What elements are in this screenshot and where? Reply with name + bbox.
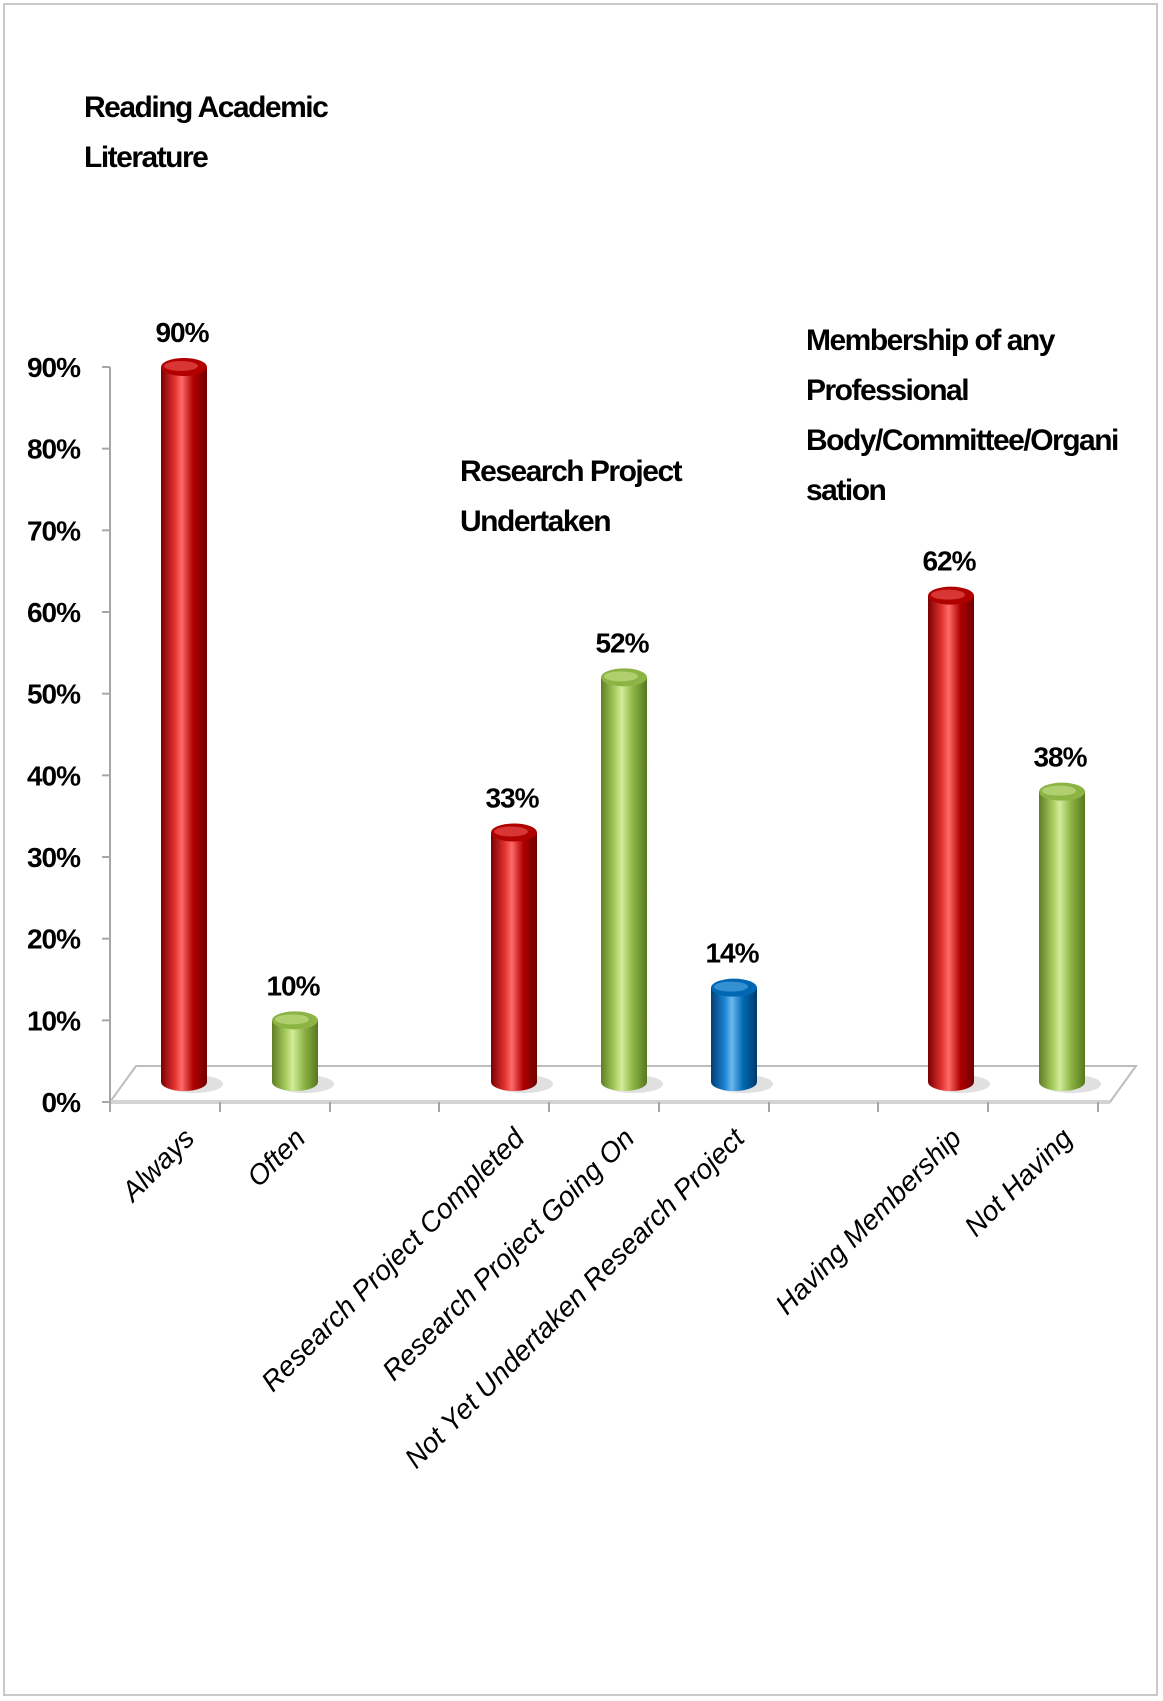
bar-cap-highlight [714, 981, 748, 992]
y-tick-label: 10% [27, 1005, 81, 1036]
bar [491, 823, 553, 1093]
bar-cap-highlight [164, 361, 198, 371]
bar-cap-highlight [275, 1014, 309, 1025]
y-tick-label: 90% [27, 352, 81, 383]
floor-edge [110, 1100, 1110, 1104]
y-tick-label: 30% [27, 842, 81, 873]
group-title: Reading Academic Literature [84, 91, 328, 174]
bar-group [161, 358, 1101, 1093]
bar-body [711, 987, 757, 1082]
y-tick-label: 60% [27, 597, 81, 628]
category-label: Often [241, 1122, 311, 1192]
y-tick-label: 0% [42, 1087, 82, 1118]
bar-body [272, 1020, 318, 1082]
bar-base [928, 1073, 974, 1091]
data-label: 52% [595, 627, 649, 658]
group-title: Research Project Undertaken [460, 455, 683, 538]
bar-body [1039, 791, 1085, 1082]
bar-cap-highlight [1042, 785, 1076, 796]
bar-body [491, 832, 537, 1082]
bar [1039, 782, 1101, 1093]
bar-body [601, 677, 647, 1082]
bar-base [1039, 1073, 1085, 1091]
bar-cap-highlight [931, 589, 965, 600]
bar [928, 586, 990, 1093]
y-tick-label: 50% [27, 679, 81, 710]
bar-base [711, 1073, 757, 1091]
bar-body [928, 595, 974, 1082]
bar-body [161, 367, 207, 1082]
data-label: 14% [705, 938, 759, 969]
category-label: Having Membership [769, 1122, 967, 1320]
y-tick-label: 70% [27, 515, 81, 546]
group-title: Membership of any Professional Body/Commit… [806, 324, 1118, 507]
category-label: Always [114, 1122, 200, 1208]
bar-base [491, 1073, 537, 1091]
bar-cap-highlight [604, 671, 638, 682]
data-label: 62% [922, 546, 976, 577]
category-label: Not Having [958, 1122, 1078, 1242]
axis-group: 0% 10% 20% 30% 40% 50% 60% 70% 80% 90% [27, 352, 1099, 1118]
y-tick-label: 20% [27, 924, 81, 955]
bar-cap-highlight [494, 826, 528, 837]
group-title-group: Reading Academic Literature Research Proje… [84, 91, 1120, 538]
data-label-group: 90% 10% 33% 52% 14% 62% 38% [155, 317, 1088, 1001]
y-tick-label: 40% [27, 760, 81, 791]
bar-base [601, 1073, 647, 1091]
data-label: 38% [1033, 742, 1087, 773]
data-label: 10% [266, 970, 320, 1001]
bar-base [161, 1073, 207, 1091]
data-label: 90% [155, 317, 209, 348]
y-tick-label: 80% [27, 434, 81, 465]
bar-base [272, 1073, 318, 1091]
data-label: 33% [485, 783, 539, 814]
bar [161, 358, 223, 1093]
bar [711, 978, 773, 1093]
bar [272, 1011, 334, 1093]
bar [601, 668, 663, 1093]
